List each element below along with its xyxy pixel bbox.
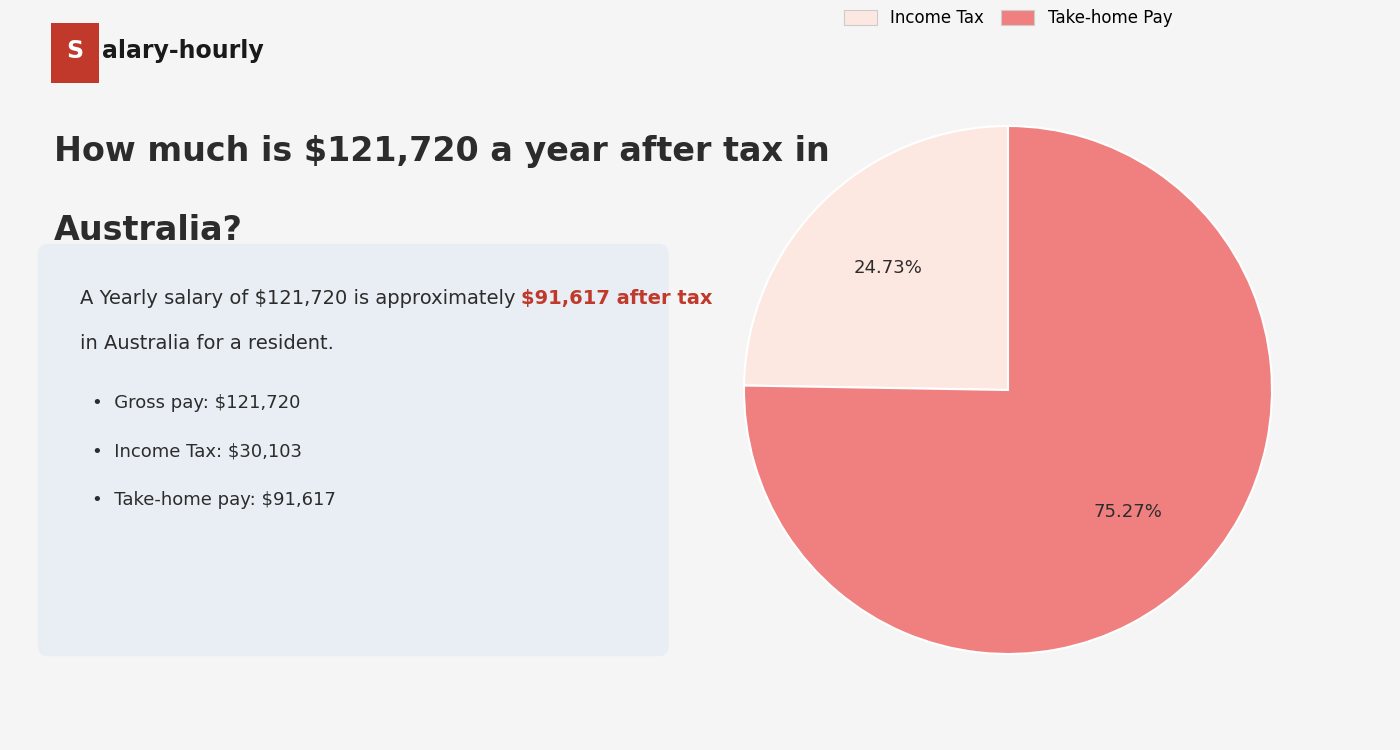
FancyBboxPatch shape [50, 22, 99, 82]
Text: in Australia for a resident.: in Australia for a resident. [80, 334, 333, 352]
Legend: Income Tax, Take-home Pay: Income Tax, Take-home Pay [837, 2, 1179, 34]
FancyBboxPatch shape [38, 244, 669, 656]
Text: A Yearly salary of $121,720 is approximately: A Yearly salary of $121,720 is approxima… [80, 289, 521, 308]
Text: S: S [66, 39, 84, 63]
Text: $91,617 after tax: $91,617 after tax [521, 289, 713, 308]
Text: 24.73%: 24.73% [853, 259, 923, 277]
Text: 75.27%: 75.27% [1093, 503, 1163, 521]
Wedge shape [743, 126, 1008, 390]
Wedge shape [743, 126, 1273, 654]
Text: How much is $121,720 a year after tax in: How much is $121,720 a year after tax in [53, 135, 830, 168]
Text: •  Income Tax: $30,103: • Income Tax: $30,103 [92, 442, 302, 460]
Text: •  Gross pay: $121,720: • Gross pay: $121,720 [92, 394, 301, 412]
Text: •  Take-home pay: $91,617: • Take-home pay: $91,617 [92, 491, 336, 509]
Text: alary-hourly: alary-hourly [102, 39, 263, 63]
Text: Australia?: Australia? [53, 214, 242, 247]
